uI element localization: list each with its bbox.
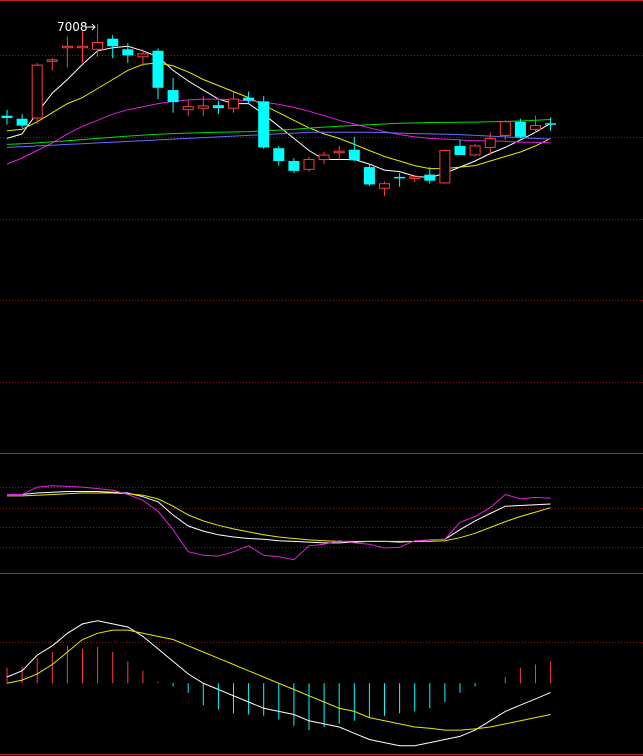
candle: [212, 100, 224, 115]
kdj-panel: [7, 485, 551, 561]
candle-body: [499, 121, 511, 136]
candle-body: [46, 59, 58, 62]
candle-body: [333, 150, 345, 154]
candle-body: [228, 98, 239, 109]
candle: [439, 149, 451, 184]
candle: [197, 96, 209, 116]
candle-body: [197, 105, 209, 109]
peak-price-label: 7008: [57, 20, 88, 34]
candle: [258, 96, 270, 149]
candle: [61, 36, 73, 68]
ma10-line: [6, 62, 551, 170]
candle: [107, 34, 119, 59]
candle: [409, 176, 421, 183]
candle-body: [363, 167, 375, 185]
candle-body: [122, 49, 134, 56]
kdj-j-line: [7, 485, 551, 561]
candle-body: [439, 149, 451, 184]
candle-body: [107, 38, 119, 47]
candle-body: [182, 106, 194, 111]
candle-body: [469, 145, 481, 156]
candle: [122, 43, 134, 63]
macd-dea-line: [6, 629, 551, 731]
candle-body: [454, 145, 466, 155]
candle: [363, 164, 375, 186]
candle-body: [484, 137, 496, 148]
candle-body: [348, 149, 360, 161]
candle-body: [243, 97, 255, 101]
candle: [77, 31, 88, 63]
candle-body: [409, 176, 421, 179]
candle: [333, 145, 345, 160]
candle-body: [273, 148, 285, 162]
candle: [46, 58, 58, 71]
candle-body: [288, 161, 300, 171]
macd-dif-line: [6, 620, 551, 747]
candle: [137, 49, 149, 66]
candle: [167, 77, 179, 113]
candle: [484, 132, 496, 155]
candle-body: [77, 45, 88, 49]
candle: [228, 91, 239, 113]
candle-body: [545, 123, 557, 125]
candle: [303, 156, 315, 172]
candle: [243, 91, 255, 104]
candle: [530, 115, 541, 133]
candle: [469, 143, 481, 157]
candle-body: [424, 174, 436, 181]
candle: [152, 48, 164, 100]
candle: [318, 151, 330, 165]
candle: [273, 145, 285, 166]
peak-arrow-icon: [86, 23, 96, 31]
candle-body: [1, 115, 13, 118]
candle: [394, 173, 406, 187]
candle: [379, 181, 390, 196]
candle-body: [514, 121, 526, 137]
candle-body: [394, 176, 406, 179]
candle-body: [152, 50, 164, 88]
candle-body: [530, 125, 541, 130]
candle-body: [212, 105, 224, 109]
candle: [424, 167, 436, 184]
candle: [92, 23, 104, 57]
candle-body: [318, 154, 330, 161]
candle-body: [167, 90, 179, 103]
candle: [31, 62, 43, 125]
macd-panel: [6, 620, 552, 747]
candle: [1, 109, 13, 125]
candle: [545, 117, 557, 131]
candle: [454, 139, 466, 155]
candle: [288, 158, 300, 174]
candle-body: [303, 159, 315, 170]
candle-body: [92, 41, 104, 50]
candle-body: [61, 45, 73, 49]
candle-body: [379, 183, 390, 189]
ma60-line: [6, 119, 551, 145]
candle-body: [16, 118, 28, 126]
candle: [16, 114, 28, 128]
candle: [514, 118, 526, 139]
candle: [499, 120, 511, 140]
kdj-d-line: [7, 492, 551, 542]
candle-body: [31, 64, 43, 119]
kdj-k-line: [7, 491, 551, 544]
candle: [348, 136, 360, 162]
candle-body: [137, 53, 149, 58]
candle-body: [258, 101, 270, 148]
ma120-line: [6, 131, 551, 148]
price-panel: [1, 23, 557, 196]
candle: [182, 100, 194, 116]
